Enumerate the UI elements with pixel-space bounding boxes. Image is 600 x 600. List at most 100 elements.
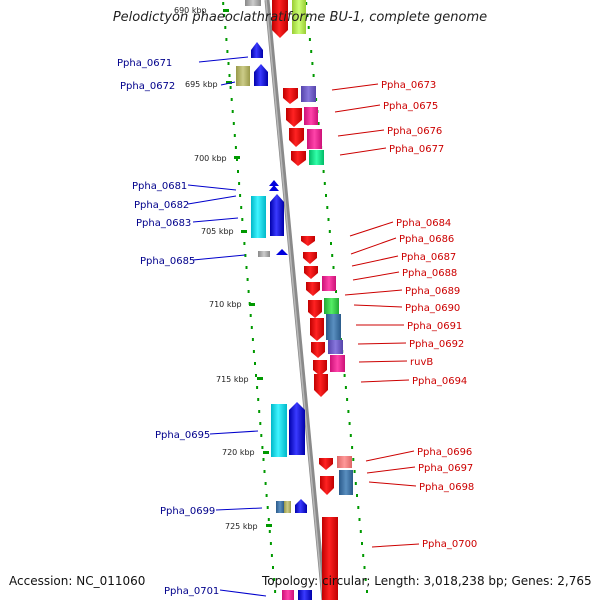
guide-dot [255, 374, 257, 377]
gene-label[interactable]: Ppha_0701 [164, 586, 219, 597]
gene-label[interactable]: Ppha_0681 [132, 181, 187, 192]
gene-block[interactable] [324, 298, 339, 314]
gene-block[interactable] [330, 355, 345, 372]
gene-arrow[interactable] [276, 249, 288, 255]
gene-label[interactable]: Ppha_0673 [381, 80, 436, 91]
guide-dot [222, 2, 225, 5]
guide-dot [226, 50, 229, 53]
gene-arrow[interactable] [291, 151, 306, 166]
gene-arrow[interactable] [320, 476, 334, 495]
gene-label[interactable]: Ppha_0684 [396, 218, 451, 229]
gene-block[interactable] [301, 86, 316, 102]
gene-block[interactable] [326, 314, 341, 340]
gene-block[interactable] [309, 150, 324, 165]
gene-arrow[interactable] [301, 236, 315, 246]
gene-arrow[interactable] [295, 499, 307, 513]
gene-block[interactable] [322, 517, 338, 600]
guide-dot [346, 398, 349, 401]
gene-arrow[interactable] [289, 128, 304, 147]
gene-arrow[interactable] [269, 180, 279, 186]
gene-arrow[interactable] [314, 374, 328, 397]
gene-block[interactable] [236, 66, 250, 86]
gene-label[interactable]: Ppha_0700 [422, 539, 477, 550]
gene-block[interactable] [282, 590, 294, 600]
gene-label[interactable]: Ppha_0690 [405, 303, 460, 314]
gene-arrow[interactable] [310, 318, 324, 341]
gene-block[interactable] [307, 129, 322, 149]
gene-arrow[interactable] [313, 360, 327, 376]
gene-label[interactable]: Ppha_0672 [120, 81, 175, 92]
gene-block[interactable] [322, 276, 336, 291]
guide-dot [331, 254, 334, 257]
gene-block[interactable] [251, 196, 266, 238]
guide-dot [366, 590, 368, 593]
guide-dot [237, 170, 239, 173]
gene-label[interactable]: Ppha_0689 [405, 286, 460, 297]
gene-label[interactable]: Ppha_0692 [409, 339, 464, 350]
gene-arrow[interactable] [251, 42, 263, 58]
gene-arrow[interactable] [283, 88, 298, 104]
guide-dot [230, 98, 233, 101]
gene-label[interactable]: Ppha_0691 [407, 321, 462, 332]
tick-mark [263, 451, 269, 454]
gene-label[interactable]: Ppha_0675 [383, 101, 438, 112]
guide-dot [227, 62, 230, 65]
gene-arrow[interactable] [304, 266, 318, 279]
gene-label[interactable]: Ppha_0696 [417, 447, 472, 458]
gene-label[interactable]: Ppha_0685 [140, 256, 195, 267]
gene-arrow[interactable] [254, 64, 268, 86]
gene-label[interactable]: Ppha_0676 [387, 126, 442, 137]
guide-dot [224, 26, 227, 29]
gene-arrow[interactable] [269, 185, 279, 191]
guide-dot [245, 266, 248, 269]
gene-block[interactable] [284, 501, 291, 513]
guide-dot [354, 482, 357, 485]
gene-arrow[interactable] [308, 300, 322, 318]
gene-block[interactable] [245, 0, 261, 6]
tick-label: 690 kbp [174, 6, 207, 15]
gene-label[interactable]: Ppha_0686 [399, 234, 454, 245]
gene-block[interactable] [276, 501, 284, 513]
gene-block[interactable] [304, 107, 318, 125]
gene-block[interactable] [271, 404, 287, 457]
guide-dot [328, 230, 331, 233]
guide-dot [315, 98, 318, 101]
gene-arrow[interactable] [270, 194, 284, 236]
gene-block[interactable] [258, 251, 270, 257]
gene-arrow[interactable] [286, 108, 302, 127]
gene-label[interactable]: Ppha_0688 [402, 268, 457, 279]
gene-label[interactable]: Ppha_0698 [419, 482, 474, 493]
gene-arrow[interactable] [289, 402, 305, 455]
gene-label[interactable]: Ppha_0677 [389, 144, 444, 155]
gene-block[interactable] [328, 340, 343, 354]
gene-label[interactable]: Ppha_0683 [136, 218, 191, 229]
guide-dot [351, 446, 354, 449]
genome-backbone-highlight [265, 0, 324, 600]
gene-label[interactable]: Ppha_0694 [412, 376, 467, 387]
gene-arrow[interactable] [319, 458, 333, 470]
gene-label[interactable]: Ppha_0682 [134, 200, 189, 211]
guide-dot [307, 26, 310, 29]
gene-label[interactable]: Ppha_0671 [117, 58, 172, 69]
right-connectors [331, 83, 420, 548]
gene-block[interactable] [298, 590, 312, 600]
tick-mark [223, 9, 229, 12]
guide-dot [269, 542, 272, 545]
gene-arrow[interactable] [311, 342, 325, 358]
gene-label[interactable]: ruvB [410, 357, 433, 368]
gene-label[interactable]: Ppha_0687 [401, 252, 456, 263]
gene-block[interactable] [292, 0, 306, 34]
gene-arrow[interactable] [272, 0, 288, 38]
gene-arrow[interactable] [306, 282, 320, 296]
gene-block[interactable] [339, 470, 353, 495]
guide-dot [310, 50, 313, 53]
tick-mark [257, 377, 263, 380]
guide-dot [317, 122, 320, 125]
gene-label[interactable]: Ppha_0695 [155, 430, 210, 441]
gene-arrow[interactable] [303, 252, 317, 264]
gene-label[interactable]: Ppha_0697 [418, 463, 473, 474]
accession-text: Accession: NC_011060 [9, 574, 146, 588]
gene-block[interactable] [337, 456, 352, 468]
genome-title: Pelodictyon phaeoclathratiforme BU-1, co… [112, 10, 488, 25]
gene-label[interactable]: Ppha_0699 [160, 506, 215, 517]
